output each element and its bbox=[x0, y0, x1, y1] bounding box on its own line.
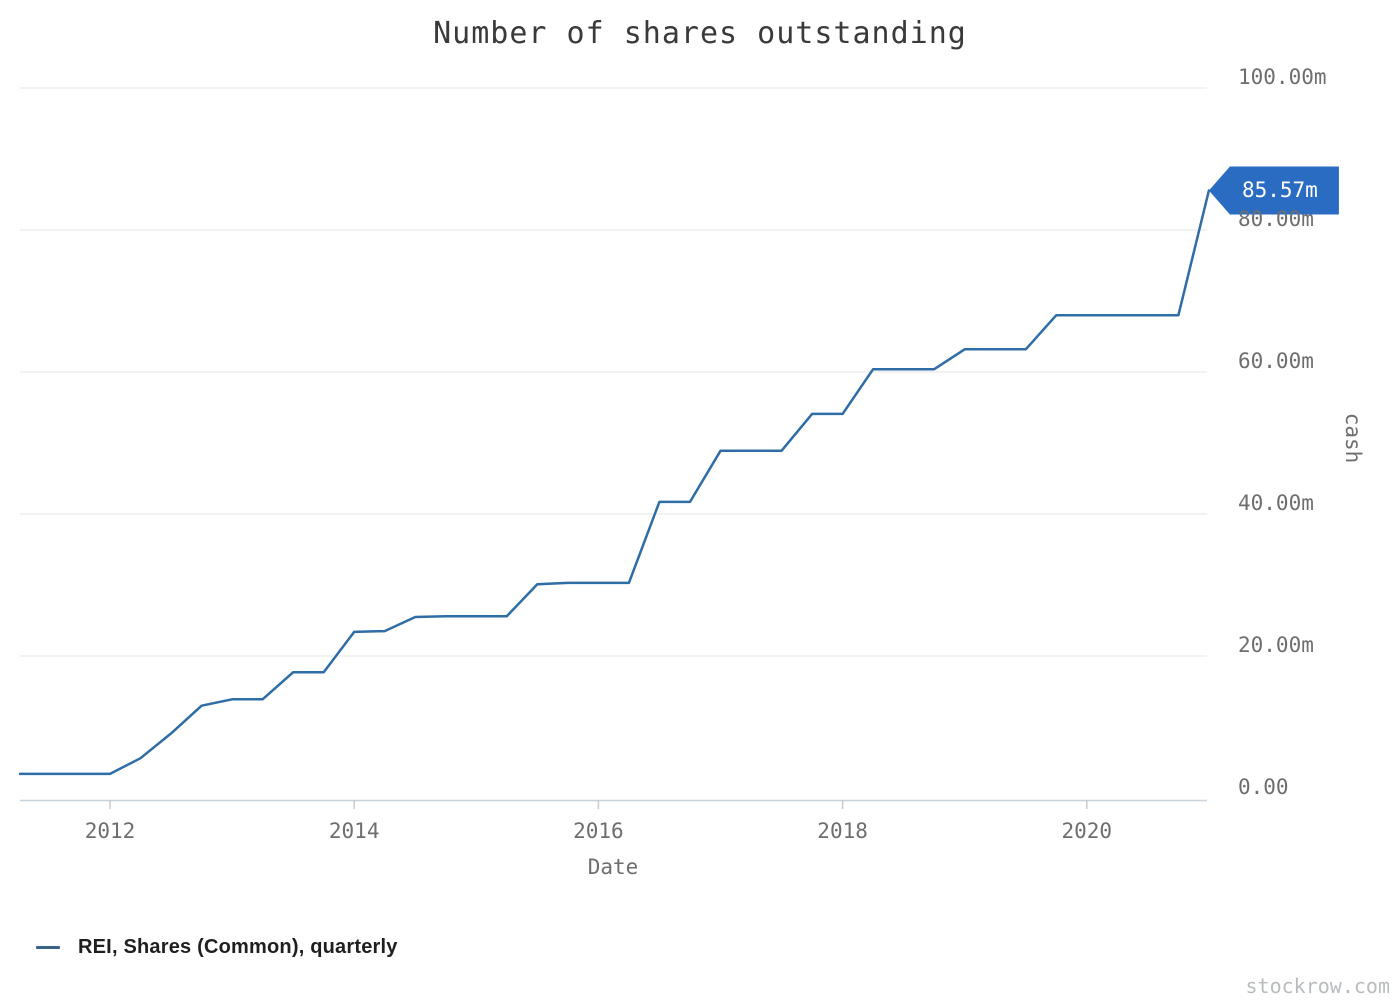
chart-title: Number of shares outstanding bbox=[433, 16, 967, 51]
legend-item[interactable]: REI, Shares (Common), quarterly bbox=[36, 936, 398, 959]
y-axis-tick-label: 100.00m bbox=[1238, 65, 1327, 89]
x-axis-ticks-group bbox=[109, 800, 1088, 809]
series-line[interactable] bbox=[18, 189, 1211, 776]
last-value-flag bbox=[1208, 166, 1339, 215]
y-axis-title: cash bbox=[1341, 412, 1365, 464]
watermark: stockrow.com bbox=[1245, 974, 1391, 998]
x-axis-title: Date bbox=[587, 855, 639, 879]
legend-label: REI, Shares (Common), quarterly bbox=[78, 936, 398, 958]
x-axis-tick-label: 2012 bbox=[84, 819, 136, 843]
x-axis-tick-label: 2018 bbox=[817, 819, 868, 843]
x-axis-tick-label: 2014 bbox=[328, 819, 380, 843]
gridlines-group bbox=[20, 87, 1207, 657]
y-axis-tick-label: 0.00 bbox=[1238, 775, 1289, 799]
flag-label: 85.57m bbox=[1241, 178, 1318, 203]
x-axis-tick-label: 2016 bbox=[573, 819, 624, 843]
y-axis-tick-label: 60.00m bbox=[1238, 349, 1314, 373]
legend-line-marker bbox=[36, 946, 60, 949]
y-axis-tick-label: 20.00m bbox=[1238, 633, 1314, 657]
x-axis-tick-label: 2020 bbox=[1061, 819, 1113, 843]
y-axis-tick-label: 40.00m bbox=[1238, 491, 1314, 515]
y-axis-tick-label: 80.00m bbox=[1238, 207, 1314, 231]
